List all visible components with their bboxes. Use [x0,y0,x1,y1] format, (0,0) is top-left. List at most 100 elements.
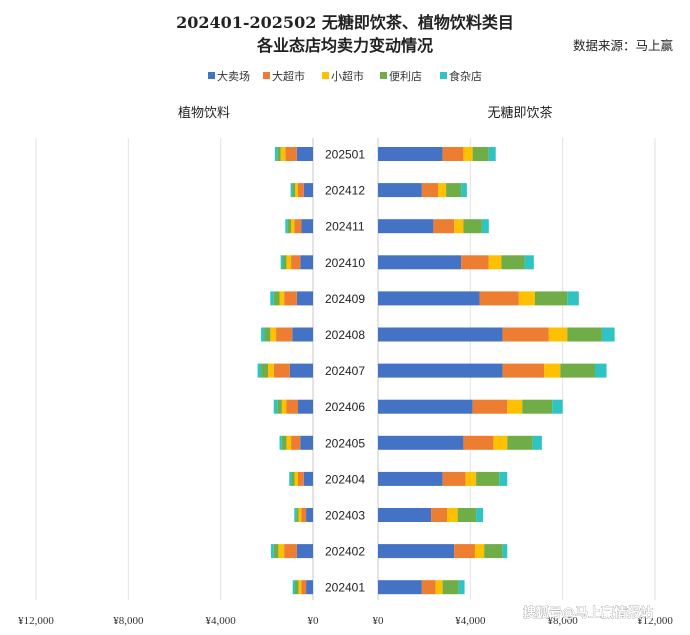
right-bar-202403-2 [431,508,448,522]
left-bar-202402-5 [270,544,274,559]
right-bar-202409-2 [479,291,519,306]
right-bar-202408-1 [378,327,503,342]
right-bar-202501-4 [472,147,489,161]
right-bar-202409-1 [378,291,480,306]
left-bar-202408-3 [270,327,277,342]
legend-label-1: 大卖场 [217,69,250,83]
left-bar-202408-5 [261,327,265,342]
left-bar-202410-5 [280,255,283,270]
right-bar-202410-5 [524,255,534,270]
right-bar-202407-2 [502,363,545,378]
legend-swatch-2 [263,72,270,79]
left-bar-202403-4 [296,508,299,522]
right-bar-202411-3 [454,219,464,234]
left-bar-202402-1 [296,544,313,559]
left-bar-202404-5 [289,471,292,486]
right-bar-202410-1 [378,255,462,270]
left-bar-202410-4 [282,255,287,270]
left-bar-202411-5 [285,219,288,234]
left-bar-202412-1 [303,183,313,198]
right-bar-202409-3 [518,291,535,306]
right-bar-202403-3 [447,508,458,522]
left-bar-202410-2 [291,255,301,270]
left-tick-label-3: ¥8,000 [113,615,144,627]
right-bar-202401-4 [442,580,459,595]
data-source-label: 数据来源：马上赢 [573,38,674,53]
left-bar-202401-5 [292,580,295,595]
left-bar-202501-4 [277,147,281,161]
right-bar-202404-5 [499,471,508,486]
category-labels: 202501 202412 202411 202410 202409 202408 2024… [325,148,365,595]
right-bar-202404-3 [465,471,477,486]
left-bar-202401-2 [301,580,307,595]
right-bar-202411-4 [463,219,482,234]
left-bar-202412-2 [297,183,304,198]
right-bar-202410-2 [461,255,489,270]
category-label-202409: 202409 [325,292,365,306]
right-bar-202403-5 [476,508,484,522]
left-bar-202412-3 [295,183,298,198]
left-bar-202404-2 [297,471,304,486]
right-bar-202407-3 [544,363,561,378]
legend: 大卖场 大超市 小超市 便利店 食杂店 [208,69,482,83]
left-bar-202409-1 [296,291,313,306]
left-bar-202406-1 [297,399,313,414]
right-bar-202411-2 [433,219,455,234]
category-label-202408: 202408 [325,328,365,342]
right-bar-202410-3 [488,255,502,270]
legend-swatch-4 [380,72,387,79]
category-label-202401: 202401 [325,581,365,595]
right-bar-202411-5 [481,219,489,234]
right-bar-202403-1 [378,508,432,522]
left-bar-202404-4 [291,471,295,486]
chart-title-line1: 202401-202502 无糖即饮茶、植物饮料类目 [176,13,514,32]
category-label-202404: 202404 [325,472,365,486]
right-bar-202501-3 [463,147,473,161]
right-bar-202501-5 [488,147,496,161]
right-bar-202412-2 [421,183,439,198]
left-bar-202409-4 [273,291,280,306]
right-bar-202501-1 [378,147,443,161]
left-bar-202501-3 [280,147,286,161]
right-bar-202406-4 [522,399,553,414]
legend-label-2: 大超市 [272,69,305,83]
chart-title-line2: 各业态店均卖力变动情况 [256,36,433,55]
left-bar-202409-2 [284,291,297,306]
category-label-202412: 202412 [325,184,365,198]
right-bar-202401-3 [435,580,443,595]
right-tick-label-3: ¥8,000 [548,615,579,627]
right-bar-202407-4 [560,363,595,378]
left-bar-202402-2 [284,544,297,559]
bar-series [257,147,615,595]
right-bar-202404-1 [378,471,443,486]
right-tick-label-2: ¥4,000 [455,615,486,627]
left-bar-202410-1 [300,255,313,270]
left-bar-202409-3 [279,291,285,306]
right-bar-202408-2 [502,327,549,342]
category-label-202411: 202411 [325,220,364,234]
right-bar-202402-3 [474,544,485,559]
left-bar-202501-2 [285,147,297,161]
left-tick-label-1: ¥0 [308,615,320,627]
right-bar-202404-2 [442,471,466,486]
left-bar-202407-2 [273,363,290,378]
left-bar-202408-1 [292,327,313,342]
left-bar-202401-1 [306,580,313,595]
right-panel-title: 无糖即饮茶 [487,105,552,121]
watermark-text: 搜狐号@马上赢情报站 [523,605,653,621]
right-bar-202411-1 [378,219,434,234]
left-bar-202411-1 [301,219,313,234]
left-bar-202404-3 [294,471,298,486]
axis-tick-labels: ¥0 ¥4,000 ¥8,000 ¥12,000 ¥0 ¥4,000 ¥8,000 ¥12,0… [18,615,673,627]
left-bar-202406-5 [273,399,278,414]
right-bar-202402-1 [378,544,455,559]
right-bar-202401-5 [458,580,465,595]
left-bar-202501-5 [274,147,278,161]
left-panel-title: 植物饮料 [178,106,230,121]
right-bar-202410-4 [501,255,525,270]
right-bar-202412-3 [438,183,447,198]
right-bar-202412-4 [446,183,462,198]
left-bar-202411-3 [291,219,295,234]
right-bar-202409-5 [567,291,579,306]
left-bar-202401-4 [294,580,299,595]
